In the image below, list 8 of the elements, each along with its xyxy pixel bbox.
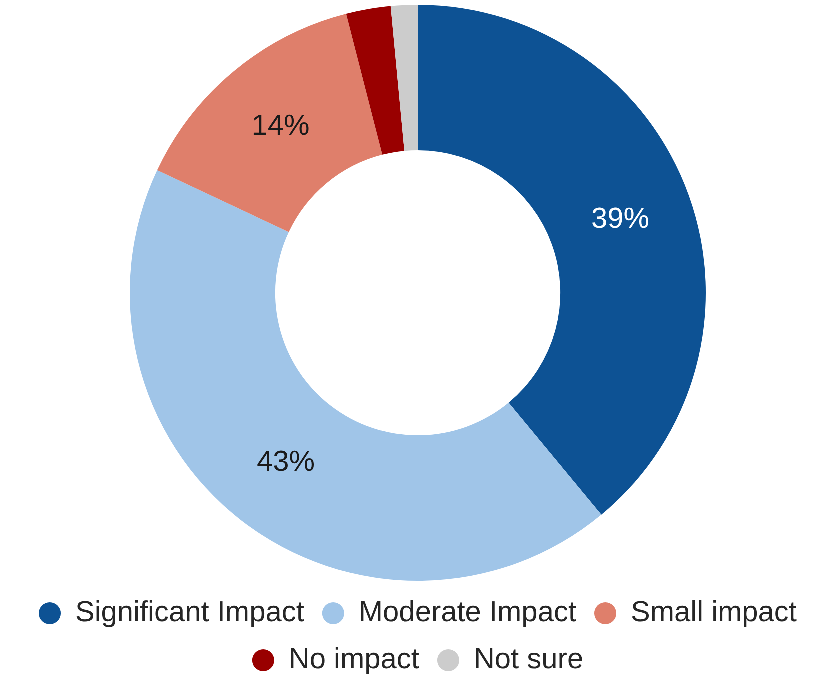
data-label: 39%	[592, 203, 650, 236]
legend-label: Small impact	[631, 596, 797, 628]
legend-label: No impact	[288, 644, 420, 676]
legend-label: Moderate Impact	[358, 596, 577, 628]
data-label: 43%	[257, 446, 316, 478]
legend-label: Not sure	[474, 644, 584, 676]
legend-label: Significant Impact	[76, 596, 304, 628]
data-label: 14%	[252, 110, 310, 142]
